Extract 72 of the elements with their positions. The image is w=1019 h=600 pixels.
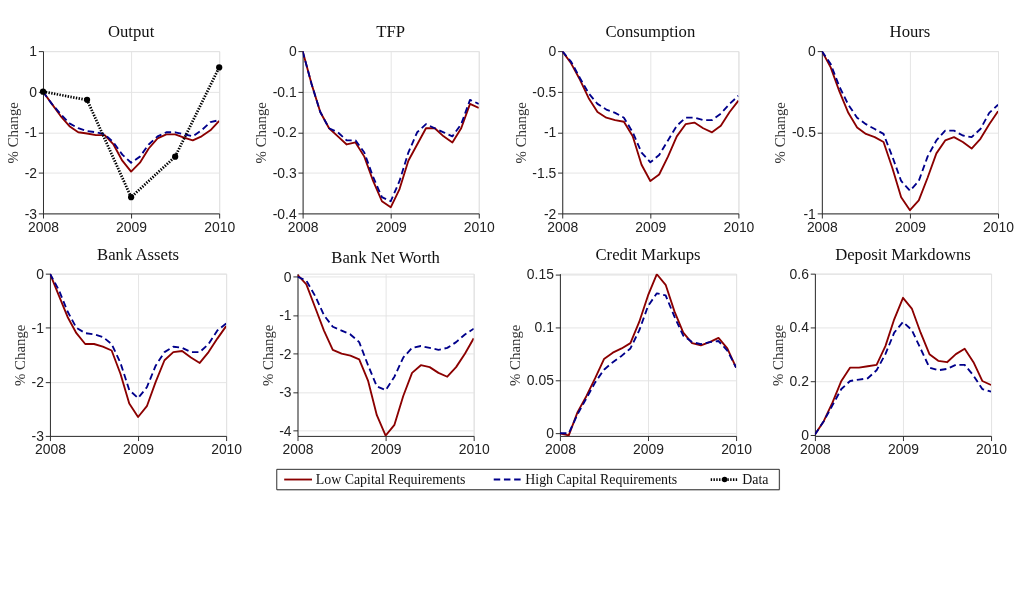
x-tick-label: 2009	[894, 218, 927, 235]
y-tick-label: -1.5	[532, 164, 557, 181]
x-tick-label: 2008	[282, 441, 314, 458]
chart-title: Consumption	[605, 22, 696, 42]
y-tick-label: 0	[801, 426, 810, 443]
x-tick-label: 2008	[799, 441, 832, 458]
y-tick-label: -1	[24, 124, 38, 141]
y-tick-label: -3	[279, 384, 292, 401]
x-tick-label: 2009	[633, 441, 665, 458]
y-tick-label: -4	[279, 422, 292, 439]
y-tick-label: -1	[279, 307, 292, 324]
point	[172, 153, 179, 160]
y-tick-label: 0	[29, 83, 38, 100]
x-tick-label: 2010	[976, 441, 1008, 458]
x-tick-label: 2010	[458, 441, 490, 458]
y-tick-label: 0	[288, 43, 297, 60]
y-tick-label: 0.2	[789, 373, 810, 390]
x-tick-label: 2009	[888, 441, 920, 458]
chart-title: Hours	[889, 22, 931, 42]
legend-label: Low Capital Requirements	[315, 472, 466, 488]
y-tick-label: -0.3	[272, 164, 297, 181]
y-axis-title: % Change	[512, 101, 529, 164]
y-tick-label: -0.1	[272, 83, 297, 100]
y-axis-title: % Change	[770, 324, 787, 386]
y-tick-label: 0.05	[526, 372, 555, 389]
point	[83, 96, 91, 103]
y-axis-title: % Change	[507, 324, 524, 386]
legend-label: Data	[742, 472, 769, 488]
y-tick-label: -2	[279, 345, 292, 362]
x-tick-label: 2008	[544, 441, 577, 458]
y-axis-title: % Change	[259, 324, 276, 386]
x-tick-label: 2009	[635, 218, 667, 235]
y-tick-label: 0	[548, 43, 557, 60]
y-axis-title: % Change	[772, 101, 789, 164]
x-tick-label: 2010	[723, 218, 755, 235]
legend-label: High Capital Requirements	[525, 472, 678, 488]
x-tick-label: 2009	[116, 218, 148, 235]
y-tick-label: 0	[283, 268, 292, 285]
chart-title: Output	[107, 22, 155, 42]
y-tick-label: 0.6	[789, 265, 810, 282]
chart-title: Deposit Markdowns	[835, 244, 971, 264]
y-tick-label: -2	[31, 373, 45, 390]
y-tick-label: 0.4	[789, 319, 810, 336]
chart-title: Bank Assets	[97, 244, 180, 264]
y-tick-label: -1	[543, 124, 557, 141]
x-tick-label: 2010	[463, 218, 495, 235]
y-tick-label: 0	[808, 43, 817, 60]
x-tick-label: 2009	[123, 441, 155, 458]
x-tick-label: 2009	[370, 441, 402, 458]
y-axis-title: % Change	[5, 101, 22, 164]
chart-title: TFP	[376, 22, 406, 42]
point	[128, 194, 135, 201]
y-tick-label: 1	[29, 43, 38, 60]
x-tick-label: 2010	[211, 441, 243, 458]
y-tick-label: 0.15	[526, 266, 555, 283]
x-tick-label: 2009	[375, 218, 407, 235]
chart-title: Bank Net Worth	[331, 247, 441, 267]
y-tick-label: 0	[546, 425, 555, 442]
y-tick-label: -0.5	[791, 124, 817, 141]
point	[216, 64, 223, 71]
y-tick-label: -0.5	[532, 83, 557, 100]
x-tick-label: 2010	[983, 218, 1015, 235]
x-tick-label: 2010	[204, 218, 236, 235]
y-tick-label: -0.2	[272, 124, 297, 141]
chart-title: Credit Markups	[595, 245, 701, 265]
y-tick-label: -2	[24, 164, 38, 181]
x-tick-label: 2010	[721, 441, 753, 458]
y-tick-label: -1	[31, 319, 45, 336]
y-tick-label: 0.1	[534, 319, 555, 336]
y-tick-label: 0	[36, 265, 45, 282]
y-axis-title: % Change	[12, 324, 29, 386]
y-axis-title: % Change	[253, 101, 270, 164]
